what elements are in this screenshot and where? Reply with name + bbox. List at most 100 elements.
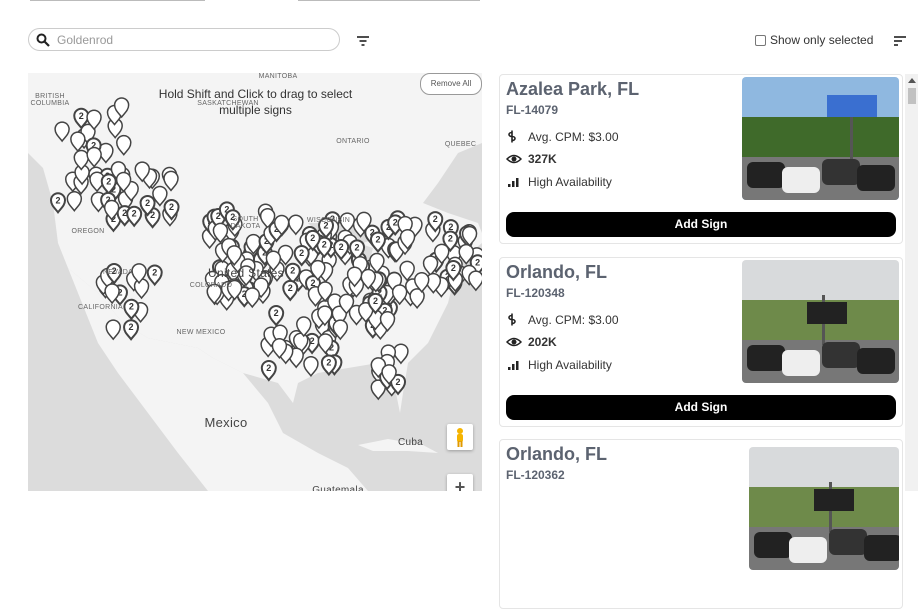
pin[interactable]	[105, 319, 121, 341]
pin[interactable]	[433, 243, 450, 265]
pin[interactable]	[152, 185, 168, 207]
pin[interactable]	[288, 214, 304, 236]
cluster-pin[interactable]: 2	[224, 209, 241, 231]
checkbox[interactable]	[755, 35, 766, 46]
cluster-pin[interactable]: 2	[100, 173, 117, 196]
cluster-pin[interactable]: 2	[367, 292, 384, 315]
search-box[interactable]: Goldenrod	[28, 28, 340, 51]
cluster-pin[interactable]: 2	[320, 354, 337, 377]
pin[interactable]	[360, 268, 376, 290]
pin[interactable]	[116, 134, 132, 156]
cluster-pin[interactable]: 2	[445, 259, 462, 282]
pin[interactable]	[70, 131, 86, 153]
cluster-pin[interactable]: 2	[126, 205, 143, 228]
show-only-selected[interactable]: Show only selected	[770, 33, 874, 47]
cluster-pin[interactable]: 2	[427, 211, 444, 233]
pin[interactable]	[391, 284, 408, 306]
pin[interactable]	[259, 208, 276, 230]
cluster-pin[interactable]: 2	[260, 360, 277, 382]
pin[interactable]	[425, 272, 442, 294]
cluster-pin[interactable]: 2	[304, 229, 321, 252]
pin[interactable]	[245, 233, 262, 255]
pin[interactable]	[226, 245, 243, 267]
pin[interactable]	[238, 265, 254, 287]
cluster-pin[interactable]: 2	[163, 199, 180, 221]
cluster-pin[interactable]: 2	[333, 238, 350, 261]
pin[interactable]	[356, 211, 372, 233]
pin[interactable]	[357, 301, 374, 323]
pin[interactable]	[86, 109, 102, 131]
pin[interactable]	[265, 250, 282, 272]
pin[interactable]	[54, 121, 70, 143]
pin[interactable]	[115, 171, 132, 193]
pin[interactable]	[66, 190, 83, 212]
cluster-pin[interactable]: 2	[73, 107, 90, 130]
pin-shape	[284, 262, 301, 285]
add-sign-button[interactable]: Add Sign	[506, 395, 896, 420]
cluster-pin[interactable]: 2	[268, 305, 285, 327]
pin[interactable]	[369, 252, 385, 274]
pin[interactable]	[104, 283, 120, 305]
cluster-pin[interactable]: 2	[284, 262, 301, 285]
pin[interactable]	[310, 259, 326, 281]
pin[interactable]	[399, 228, 416, 250]
pin[interactable]	[317, 281, 333, 303]
pin[interactable]	[303, 356, 319, 378]
pin[interactable]	[409, 288, 425, 310]
cluster-pin[interactable]: 2	[50, 192, 67, 214]
cluster-pin[interactable]: 2	[316, 236, 333, 259]
sort-icon[interactable]	[893, 35, 907, 47]
scroll-thumb[interactable]	[908, 88, 916, 104]
pin[interactable]	[73, 149, 90, 171]
pin[interactable]	[393, 343, 409, 365]
cluster-pin[interactable]: 2	[106, 262, 123, 285]
cluster-pin[interactable]: 2	[282, 279, 299, 302]
cluster-pin[interactable]: 2	[139, 194, 156, 217]
pin[interactable]	[296, 316, 312, 338]
pin[interactable]	[379, 311, 396, 333]
pin[interactable]	[381, 364, 397, 386]
cluster-pin[interactable]: 2	[123, 319, 140, 341]
pin[interactable]	[458, 243, 474, 265]
zoom-in[interactable]: +	[447, 474, 473, 491]
cluster-pin[interactable]: 2	[369, 231, 386, 254]
cluster-pin[interactable]: 2	[349, 239, 366, 262]
pin[interactable]	[332, 319, 349, 341]
pin[interactable]	[339, 212, 356, 234]
cluster-pin[interactable]: 2	[390, 373, 407, 396]
pin[interactable]	[226, 279, 243, 301]
cluster-pin[interactable]: 2	[318, 217, 335, 240]
pegman[interactable]	[447, 424, 473, 450]
pin[interactable]	[317, 333, 334, 355]
scroll-up[interactable]	[908, 77, 916, 83]
cluster-pin[interactable]: 2	[146, 264, 163, 287]
cluster-pin[interactable]: 2	[123, 298, 140, 321]
pin[interactable]	[103, 199, 120, 221]
pin[interactable]	[338, 293, 355, 315]
add-sign-button[interactable]: Add Sign	[506, 212, 896, 237]
pin[interactable]	[113, 97, 130, 119]
pin[interactable]	[134, 161, 150, 183]
pin[interactable]	[370, 379, 387, 401]
cluster-count: 2	[242, 289, 247, 299]
pin[interactable]	[244, 287, 261, 309]
pin[interactable]	[468, 270, 482, 292]
pin[interactable]	[273, 214, 290, 236]
pin[interactable]	[206, 283, 222, 305]
pin[interactable]	[346, 266, 363, 288]
pin[interactable]	[461, 225, 478, 247]
pin[interactable]	[86, 146, 102, 168]
filter-icon[interactable]	[356, 35, 370, 47]
pin[interactable]	[271, 338, 288, 360]
pin[interactable]	[317, 305, 333, 327]
pin[interactable]	[422, 255, 439, 277]
pin[interactable]	[131, 263, 147, 285]
pin[interactable]	[399, 260, 415, 282]
cluster-pin[interactable]: 2	[293, 245, 310, 267]
pin[interactable]	[212, 222, 229, 244]
pin[interactable]	[413, 272, 430, 294]
remove-all-button[interactable]: Remove All	[420, 73, 482, 95]
pin[interactable]	[163, 170, 179, 192]
